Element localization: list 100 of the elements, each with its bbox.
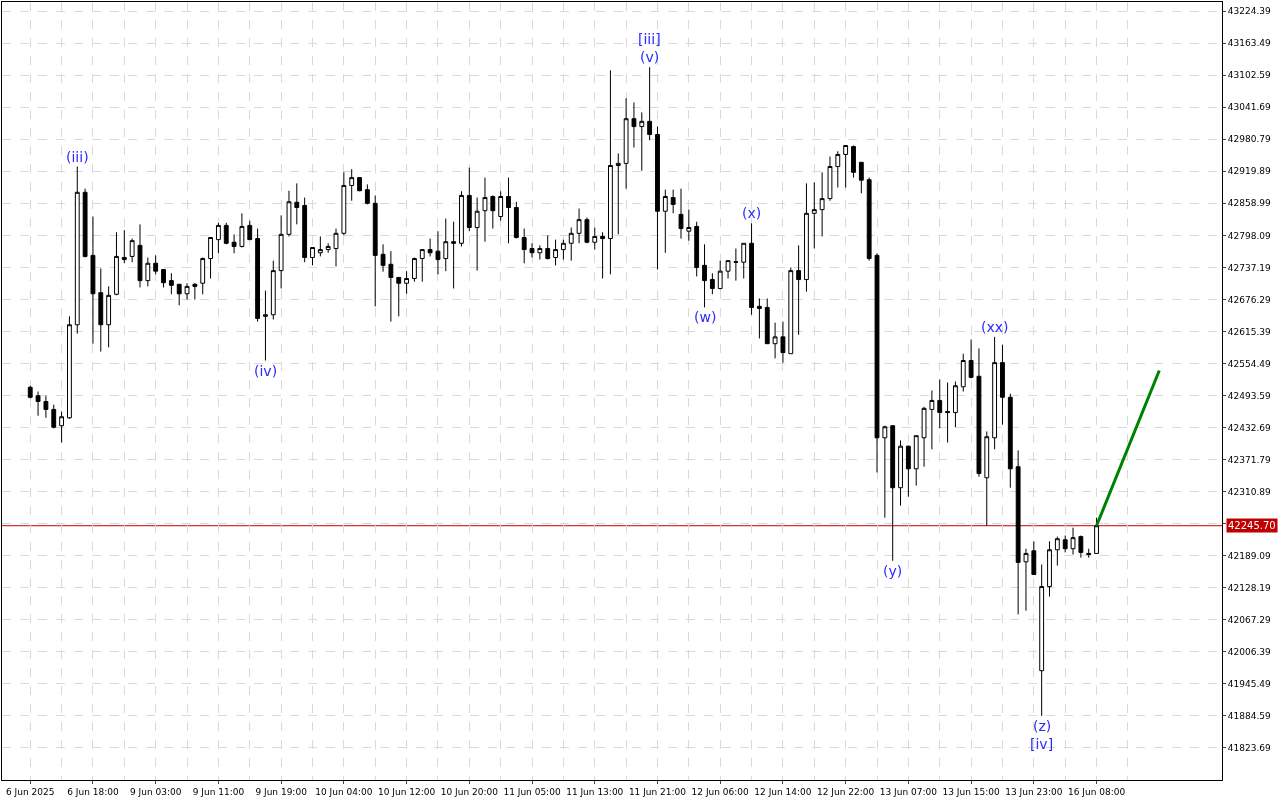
candlestick bbox=[310, 246, 315, 266]
candlestick bbox=[1054, 536, 1060, 567]
y-tick-label: 41945.49 bbox=[1227, 678, 1272, 689]
y-tick-label: 42128.19 bbox=[1227, 582, 1272, 593]
x-tick-label: 6 Jun 2025 bbox=[6, 786, 55, 797]
y-tick-label: 42737.19 bbox=[1227, 262, 1272, 273]
candlestick bbox=[851, 145, 856, 179]
candlestick bbox=[443, 218, 449, 272]
annotation: (v) bbox=[640, 49, 660, 65]
candlestick bbox=[1039, 563, 1045, 717]
candlestick bbox=[349, 168, 355, 202]
candlestick bbox=[866, 177, 872, 262]
candlestick bbox=[937, 378, 943, 429]
candlestick bbox=[1015, 449, 1021, 615]
candlestick bbox=[992, 336, 998, 450]
candlestick bbox=[341, 171, 347, 236]
candlestick bbox=[858, 161, 864, 194]
candlestick bbox=[1094, 517, 1099, 554]
candlestick bbox=[890, 425, 896, 562]
y-tick-label: 41884.59 bbox=[1227, 710, 1272, 721]
candlestick bbox=[968, 338, 974, 379]
candlestick bbox=[976, 347, 982, 478]
ref-line-label: 42245.70 bbox=[1228, 520, 1276, 531]
candlestick bbox=[153, 254, 159, 275]
candlestick bbox=[608, 69, 613, 275]
candlestick bbox=[372, 194, 378, 307]
x-tick-label: 9 Jun 19:00 bbox=[255, 786, 308, 797]
candlestick bbox=[239, 212, 245, 248]
x-tick-label: 13 Jun 23:00 bbox=[1005, 786, 1063, 797]
candlestick bbox=[780, 321, 786, 364]
candlestick bbox=[388, 250, 394, 323]
candlestick bbox=[702, 243, 707, 308]
candlestick bbox=[215, 222, 221, 254]
annotation: (w) bbox=[694, 309, 717, 325]
annotation: [iv] bbox=[1030, 736, 1054, 752]
candlestick bbox=[631, 101, 637, 149]
x-tick-label: 10 Jun 04:00 bbox=[315, 786, 373, 797]
candlestick bbox=[286, 190, 292, 237]
candlestick bbox=[1023, 548, 1029, 612]
x-tick-label: 12 Jun 22:00 bbox=[817, 786, 875, 797]
y-tick-label: 42493.59 bbox=[1227, 390, 1272, 401]
candlestick bbox=[176, 283, 182, 306]
candlestick bbox=[412, 256, 417, 283]
x-tick-label: 16 Jun 08:00 bbox=[1067, 786, 1126, 797]
candlestick bbox=[764, 297, 770, 345]
candlestick bbox=[192, 283, 198, 301]
candlestick bbox=[459, 190, 464, 247]
candlestick bbox=[435, 230, 441, 275]
candlestick bbox=[466, 167, 472, 232]
candlestick bbox=[529, 242, 535, 258]
candlestick bbox=[98, 268, 104, 353]
candlestick bbox=[960, 353, 966, 393]
candlestick bbox=[325, 242, 331, 254]
candlestick bbox=[263, 290, 268, 362]
candlestick bbox=[247, 220, 253, 241]
candlestick bbox=[59, 411, 65, 444]
annotation: (iii) bbox=[66, 149, 89, 165]
candlestick bbox=[843, 145, 849, 189]
annotation: (y) bbox=[883, 563, 903, 579]
candlestick bbox=[513, 201, 519, 240]
y-tick-label: 42919.89 bbox=[1227, 166, 1272, 177]
candlestick bbox=[749, 222, 754, 316]
candlestick bbox=[43, 395, 49, 419]
candlestick bbox=[545, 234, 551, 261]
candlestick bbox=[811, 181, 817, 250]
candlestick bbox=[106, 285, 112, 348]
y-tick-label: 43163.49 bbox=[1227, 38, 1272, 49]
candlestick bbox=[27, 385, 33, 399]
candlestick bbox=[35, 391, 41, 417]
candlestick bbox=[404, 270, 409, 295]
y-tick-label: 43224.39 bbox=[1227, 6, 1272, 17]
y-tick-label: 42798.09 bbox=[1227, 230, 1272, 241]
annotation: (z) bbox=[1033, 718, 1052, 734]
y-tick-label: 42676.29 bbox=[1227, 294, 1272, 305]
candlestick bbox=[953, 381, 958, 428]
candlestick bbox=[184, 282, 190, 301]
candlestick bbox=[498, 190, 504, 222]
candlestick bbox=[1031, 540, 1037, 575]
candlestick bbox=[670, 189, 676, 214]
candlestick bbox=[874, 252, 880, 473]
candlestick bbox=[51, 404, 57, 429]
candlestick bbox=[427, 238, 433, 257]
x-tick-label: 10 Jun 20:00 bbox=[440, 786, 499, 797]
candlestick bbox=[1062, 535, 1068, 553]
candlestick bbox=[333, 228, 339, 267]
candlestick bbox=[945, 382, 950, 444]
candlestick bbox=[584, 217, 590, 244]
x-tick-label: 12 Jun 06:00 bbox=[691, 786, 750, 797]
candlestick bbox=[717, 260, 723, 291]
candlestick bbox=[380, 243, 386, 273]
candlestick bbox=[451, 221, 457, 289]
candlestick bbox=[1070, 527, 1076, 555]
annotation: [iii] bbox=[638, 31, 661, 47]
annotation: (iv) bbox=[254, 363, 278, 379]
candlestick bbox=[576, 208, 582, 244]
candlestick bbox=[521, 228, 527, 264]
y-tick-label: 42432.69 bbox=[1227, 422, 1272, 433]
candlestick bbox=[506, 177, 511, 244]
candlestick bbox=[835, 150, 841, 189]
candlestick bbox=[725, 260, 731, 280]
